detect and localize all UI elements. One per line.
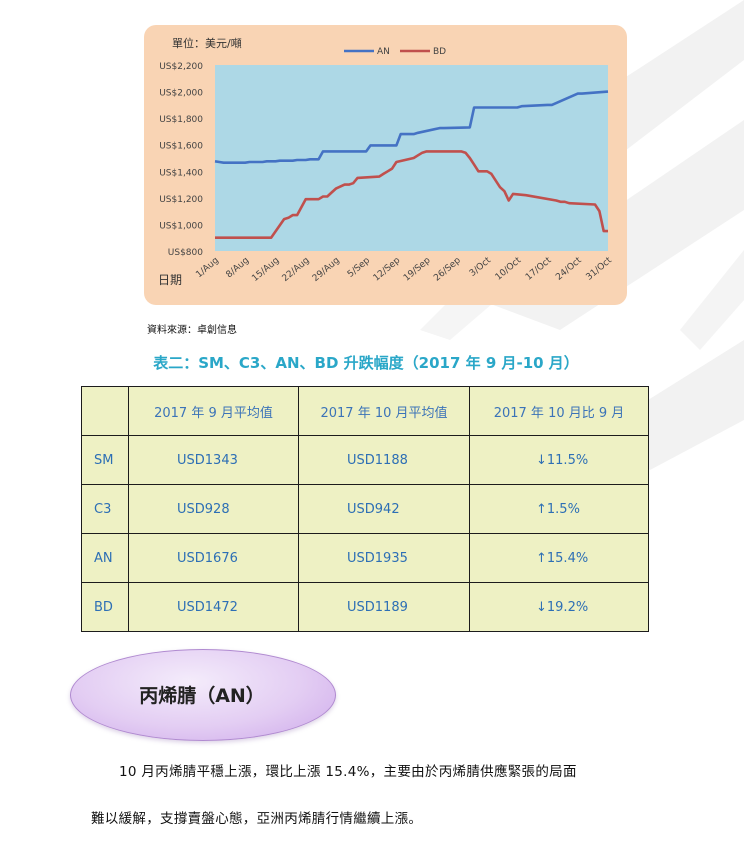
x-tick-label: 12/Sep <box>372 255 403 283</box>
table-header-cell: 2017 年 9 月平均值 <box>128 386 299 436</box>
month-change: ↓11.5% <box>469 435 649 485</box>
sep-average: USD1472 <box>128 582 299 632</box>
x-tick-label: 15/Aug <box>250 256 281 284</box>
x-tick-label: 24/Oct <box>554 255 584 282</box>
price-chart-card: 單位：美元/噸 US$800 US$1,000 US$1,200 US$1,400 US$… <box>144 25 627 305</box>
paragraph-line-2: 難以緩解，支撐賣盤心態，亞洲丙烯腈行情繼續上漲。 <box>91 811 423 827</box>
table-row: SM USD1343 USD1188 ↓11.5% <box>81 435 649 485</box>
row-label: C3 <box>81 484 129 534</box>
month-change: ↑1.5% <box>469 484 649 534</box>
x-tick-label: 3/Oct <box>468 255 493 279</box>
paragraph-line-1: 10 月丙烯腈平穩上漲，環比上漲 15.4%，主要由於丙烯腈供應緊張的局面 <box>119 764 577 780</box>
row-label: AN <box>81 533 129 583</box>
legend-label-bd: BD <box>433 47 446 57</box>
table-header-cell <box>81 386 129 436</box>
x-tick-label: 31/Oct <box>584 255 614 282</box>
section-heading: 丙烯腈（AN） <box>139 684 265 707</box>
y-tick-label: US$1,800 <box>159 115 203 125</box>
oct-average: USD942 <box>298 484 470 534</box>
x-tick-label: 26/Sep <box>432 255 463 283</box>
sep-average: USD928 <box>128 484 299 534</box>
oct-average: USD1188 <box>298 435 470 485</box>
x-axis-label: 日期 <box>158 273 182 287</box>
y-tick-label: US$1,200 <box>159 195 203 205</box>
y-tick-label: US$1,600 <box>159 142 203 152</box>
month-change: ↓19.2% <box>469 582 649 632</box>
y-tick-label: US$1,000 <box>159 221 203 231</box>
y-tick-label: US$800 <box>168 248 203 258</box>
oct-average: USD1935 <box>298 533 470 583</box>
series-line-bd <box>215 150 608 239</box>
table-row: AN USD1676 USD1935 ↑15.4% <box>81 533 649 583</box>
x-tick-label: 10/Oct <box>494 255 524 282</box>
sep-average: USD1676 <box>128 533 299 583</box>
table-header-cell: 2017 年 10 月平均值 <box>298 386 470 436</box>
table-header-cell: 2017 年 10 月比 9 月 <box>469 386 649 436</box>
section-heading-ellipse <box>70 649 336 741</box>
table-row: C3 USD928 USD942 ↑1.5% <box>81 484 649 534</box>
row-label: SM <box>81 435 129 485</box>
x-tick-label: 5/Sep <box>346 255 372 279</box>
sep-average: USD1343 <box>128 435 299 485</box>
y-tick-label: US$2,000 <box>159 89 203 99</box>
source-note: 資料來源：卓創信息 <box>147 325 237 336</box>
x-tick-label: 29/Aug <box>311 256 342 284</box>
x-tick-label: 17/Oct <box>524 255 554 282</box>
table-title: 表二：SM、C3、AN、BD 升跌幅度（2017 年 9 月-10 月） <box>153 354 579 372</box>
oct-average: USD1189 <box>298 582 470 632</box>
x-tick-label: 19/Sep <box>402 255 433 283</box>
y-tick-label: US$1,400 <box>159 168 203 178</box>
table-row: BD USD1472 USD1189 ↓19.2% <box>81 582 649 632</box>
x-tick-label: 1/Aug <box>194 256 221 281</box>
table-header-row: 2017 年 9 月平均值 2017 年 10 月平均值 2017 年 10 月… <box>81 386 649 436</box>
unit-label: 單位：美元/噸 <box>172 36 242 50</box>
x-tick-label: 22/Aug <box>281 256 312 284</box>
month-change: ↑15.4% <box>469 533 649 583</box>
row-label: BD <box>81 582 129 632</box>
series-line-an <box>214 90 609 164</box>
price-change-table: 2017 年 9 月平均值 2017 年 10 月平均值 2017 年 10 月… <box>81 386 649 632</box>
y-tick-label: US$2,200 <box>159 62 203 72</box>
price-line-chart: 單位：美元/噸 US$800 US$1,000 US$1,200 US$1,400 US$… <box>158 36 614 287</box>
x-tick-label: 8/Aug <box>225 256 252 281</box>
legend-label-an: AN <box>377 47 390 57</box>
